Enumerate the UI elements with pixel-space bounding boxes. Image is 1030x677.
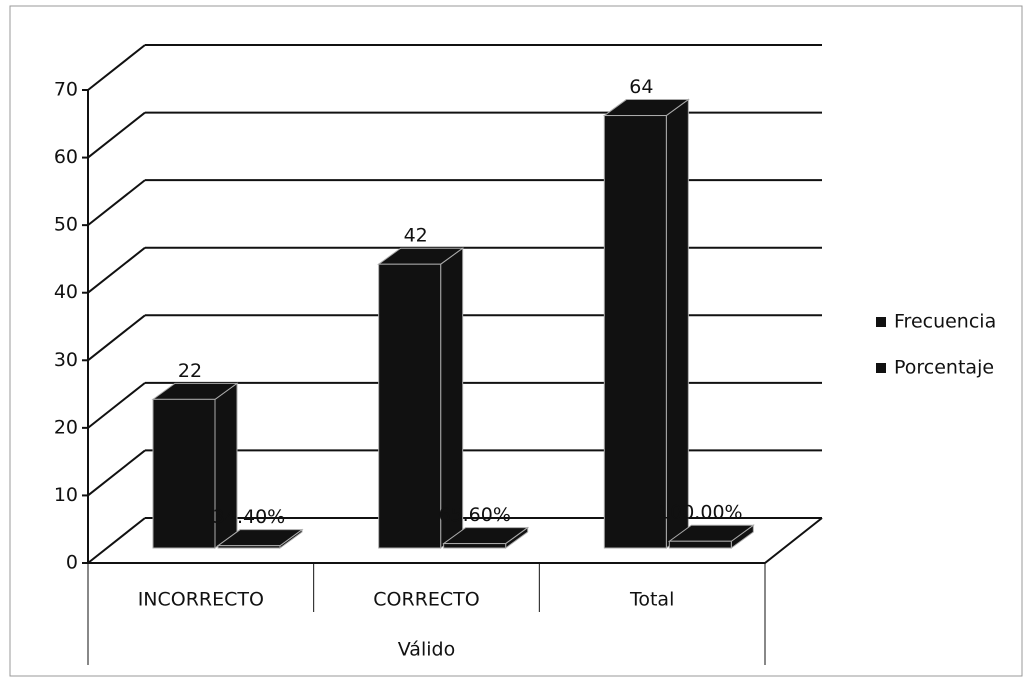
data-label: 65.60% — [438, 504, 510, 526]
y-tick-label: 50 — [54, 214, 78, 236]
side-grid-line — [87, 44, 146, 91]
x-tick-label: Total — [629, 589, 674, 611]
y-tick-label: 60 — [54, 146, 78, 168]
data-label: 22 — [178, 360, 202, 382]
y-tick-label: 70 — [54, 79, 78, 101]
data-label: 100.00% — [658, 502, 743, 524]
group-label: Válido — [398, 639, 455, 661]
side-grid-line — [87, 382, 146, 429]
side-grid-line — [87, 246, 146, 294]
side-grid-line — [87, 314, 146, 362]
data-label: 64 — [629, 76, 653, 98]
data-label: 34.40% — [213, 506, 285, 528]
y-tick-label: 20 — [54, 416, 78, 438]
x-tick-label: INCORRECTO — [138, 589, 264, 611]
bar — [217, 545, 281, 549]
bar — [378, 263, 442, 549]
bar-side — [440, 247, 464, 549]
bar — [603, 115, 667, 549]
x-tick-label: CORRECTO — [373, 589, 479, 611]
side-grid-line — [87, 179, 146, 226]
legend-swatch — [876, 363, 886, 373]
side-grid-line — [87, 111, 146, 159]
data-label: 42 — [404, 225, 428, 247]
y-tick-label: 40 — [54, 281, 78, 303]
bar — [443, 543, 507, 549]
bar — [668, 540, 732, 549]
frame — [9, 5, 1023, 677]
y-tick-label: 0 — [66, 552, 78, 574]
side-grid-line — [87, 449, 146, 497]
legend-swatch — [876, 317, 886, 327]
side-grid-line — [87, 517, 146, 564]
bar-side — [665, 98, 689, 549]
y-tick-label: 30 — [54, 349, 78, 371]
bar — [152, 398, 216, 549]
legend-label: Frecuencia — [894, 311, 996, 333]
legend-label: Porcentaje — [894, 357, 994, 379]
y-tick-label: 10 — [54, 484, 78, 506]
